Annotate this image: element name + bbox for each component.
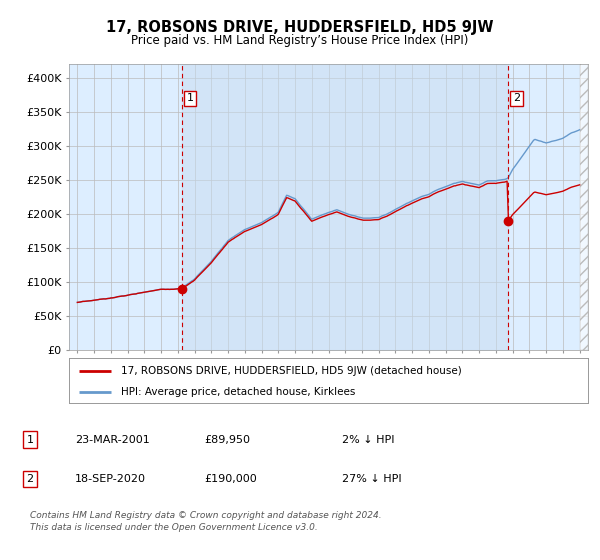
Text: 1: 1: [26, 435, 34, 445]
Text: £89,950: £89,950: [204, 435, 250, 445]
Text: Contains HM Land Registry data © Crown copyright and database right 2024.: Contains HM Land Registry data © Crown c…: [30, 511, 382, 520]
Text: 17, ROBSONS DRIVE, HUDDERSFIELD, HD5 9JW (detached house): 17, ROBSONS DRIVE, HUDDERSFIELD, HD5 9JW…: [121, 366, 461, 376]
Text: Price paid vs. HM Land Registry’s House Price Index (HPI): Price paid vs. HM Land Registry’s House …: [131, 34, 469, 46]
Text: 23-MAR-2001: 23-MAR-2001: [75, 435, 150, 445]
Text: 2% ↓ HPI: 2% ↓ HPI: [342, 435, 395, 445]
Text: 27% ↓ HPI: 27% ↓ HPI: [342, 474, 401, 484]
Text: This data is licensed under the Open Government Licence v3.0.: This data is licensed under the Open Gov…: [30, 523, 318, 532]
Text: 17, ROBSONS DRIVE, HUDDERSFIELD, HD5 9JW: 17, ROBSONS DRIVE, HUDDERSFIELD, HD5 9JW: [106, 20, 494, 35]
Text: 1: 1: [187, 94, 194, 104]
Text: 2: 2: [513, 94, 520, 104]
Text: HPI: Average price, detached house, Kirklees: HPI: Average price, detached house, Kirk…: [121, 387, 355, 397]
Text: 18-SEP-2020: 18-SEP-2020: [75, 474, 146, 484]
Text: 2: 2: [26, 474, 34, 484]
Text: £190,000: £190,000: [204, 474, 257, 484]
